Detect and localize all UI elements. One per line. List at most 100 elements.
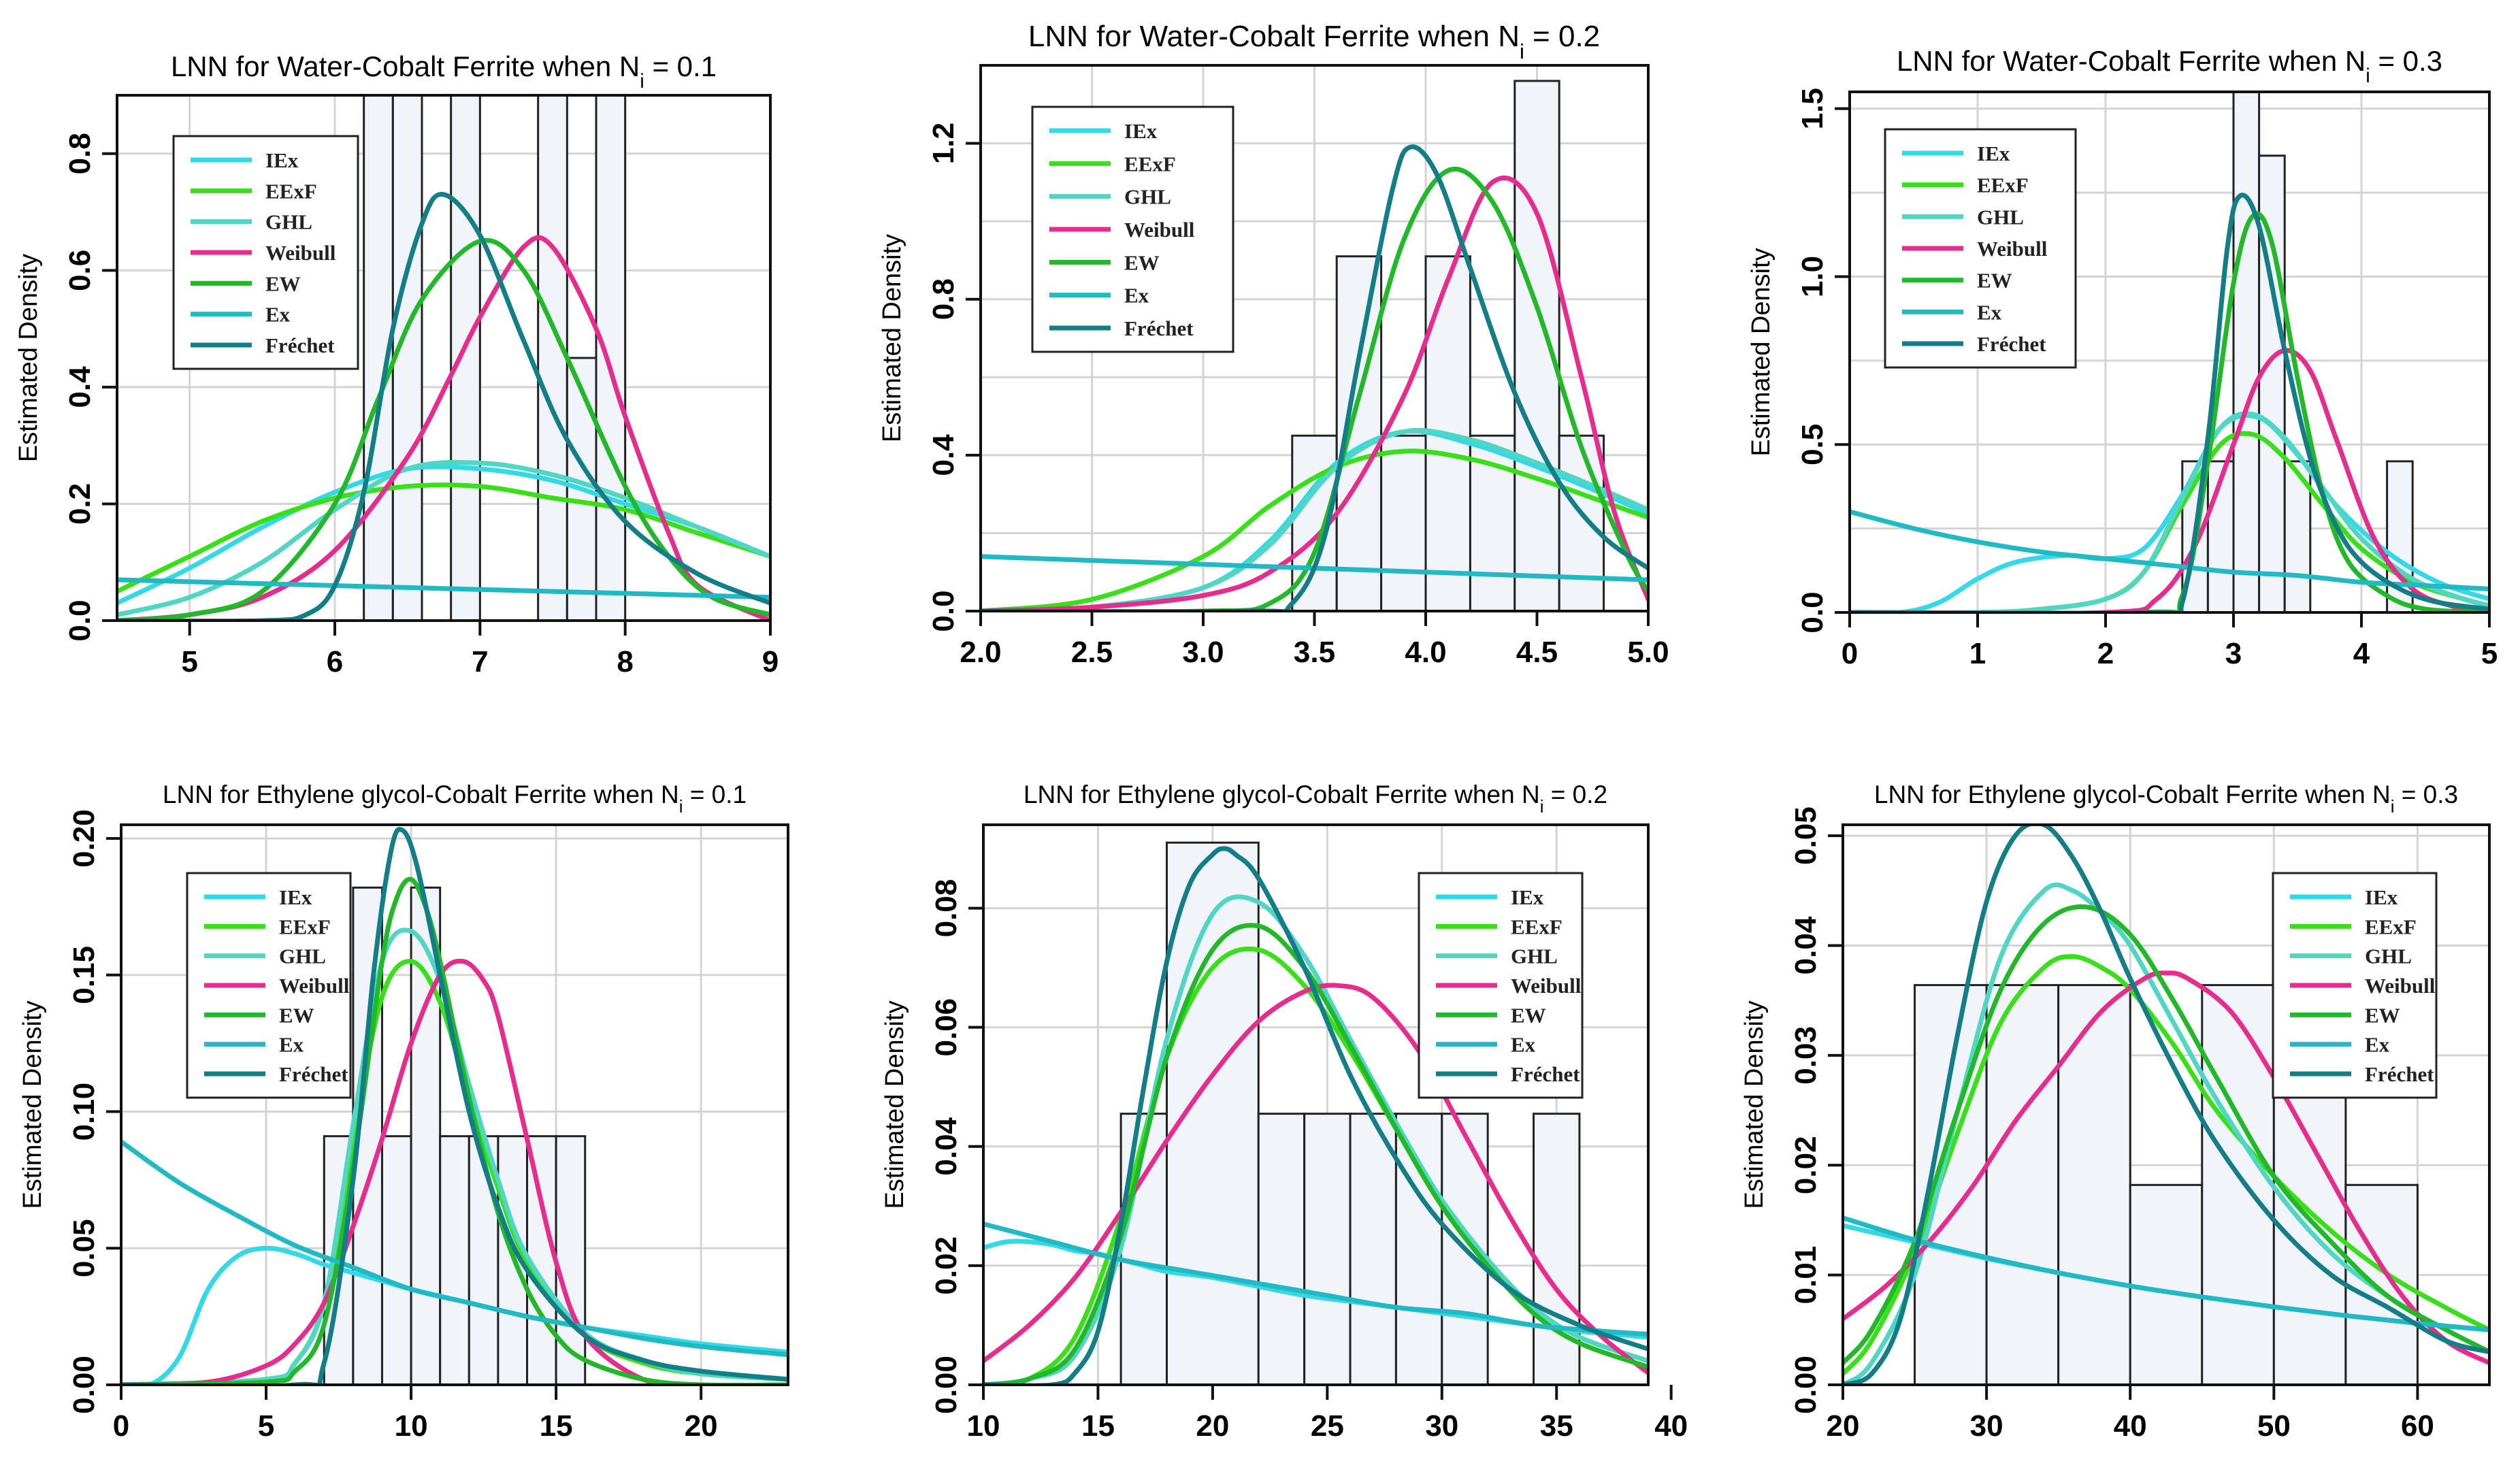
x-tick-label: 7 <box>472 645 488 678</box>
density-curves <box>1843 825 2489 1385</box>
legend-label: Weibull <box>265 241 336 265</box>
y-tick-label: 0.04 <box>1789 916 1822 974</box>
y-tick-label: 0.00 <box>930 1356 963 1414</box>
density-line-ex <box>1850 509 2489 591</box>
histogram-bar <box>2057 984 2131 1385</box>
y-tick-label: 0.0 <box>1796 591 1829 633</box>
legend-label: Ex <box>279 1033 304 1057</box>
chart-title: LNN for Water-Cobalt Ferrite when Ni = 0… <box>171 50 717 93</box>
x-tick-label: 25 <box>1311 1409 1344 1443</box>
legend-label: EExF <box>2365 915 2417 938</box>
y-tick-label: 0.02 <box>930 1236 963 1295</box>
density-curves <box>1850 193 2489 612</box>
x-tick-label: 30 <box>1425 1409 1458 1443</box>
x-tick-label: 6 <box>327 645 343 678</box>
y-tick-label: 0.08 <box>930 879 963 938</box>
density-line-ew <box>117 237 770 621</box>
chart-title: LNN for Water-Cobalt Ferrite when Ni = 0… <box>1897 45 2442 87</box>
plot-frame <box>120 823 789 1386</box>
x-tick-label: 8 <box>617 645 633 678</box>
histogram-bar <box>1380 434 1427 611</box>
legend-label: Weibull <box>1977 237 2048 261</box>
chart-title-value: = 0.3 <box>2394 781 2458 808</box>
legend-label: IEx <box>1511 885 1544 909</box>
chart-title-subscript: i <box>1520 39 1524 63</box>
legend-label: IEx <box>265 148 299 172</box>
histogram-bar <box>2129 1183 2204 1385</box>
chart-title: LNN for Ethylene glycol-Cobalt Ferrite w… <box>1874 781 2458 817</box>
legend-label: IEx <box>2365 885 2398 909</box>
y-tick-label: 0.0 <box>63 600 97 641</box>
chart-title-value: = 0.2 <box>1524 20 1600 53</box>
y-tick-label: 0.8 <box>927 278 960 320</box>
legend-label: Fréchet <box>1511 1062 1580 1086</box>
chart-title-value: = 0.2 <box>1543 781 1607 808</box>
y-axis-label: Estimated Density <box>14 254 43 462</box>
legend-label: Ex <box>2365 1033 2390 1057</box>
y-tick-label: 1.5 <box>1796 88 1829 129</box>
legend-label: EW <box>1511 1003 1546 1027</box>
legend: IEx EExF GHL Weibull EW Ex Fréchet <box>1884 128 2077 369</box>
legend: IEx EExF GHL Weibull EW Ex Fréchet <box>172 135 359 370</box>
histogram-bar <box>450 95 481 621</box>
legend-label: Ex <box>1124 284 1149 308</box>
chart-title-main: LNN for Ethylene glycol-Cobalt Ferrite w… <box>1024 781 1540 808</box>
y-tick-label: 0.4 <box>927 434 960 476</box>
histogram-bar <box>380 1135 412 1385</box>
x-tick-label: 35 <box>1540 1409 1573 1443</box>
chart-title-subscript: i <box>679 798 683 817</box>
x-tick-label: 2 <box>2097 637 2114 670</box>
x-tick-label: 9 <box>762 645 779 678</box>
x-tick-label: 0 <box>113 1409 129 1443</box>
x-tick-label: 2.5 <box>1071 636 1113 669</box>
histogram <box>1291 80 1605 611</box>
density-line-frechet <box>981 144 1648 611</box>
y-tick-label: 0.0 <box>927 590 960 632</box>
legend-label: EW <box>1977 269 2012 293</box>
chart-panel-3: 0 1 2 3 4 5 0.0 0.5 1.0 1.5 Estimated Density LNN f… <box>1747 45 2498 670</box>
x-tick-label: 3.5 <box>1294 636 1335 669</box>
legend-label: Ex <box>1511 1033 1536 1057</box>
y-tick-label: 0.04 <box>930 1117 963 1175</box>
histogram-bar <box>537 95 568 621</box>
x-tick-label: 30 <box>1970 1409 2003 1443</box>
density-line-weibull <box>1843 970 2489 1366</box>
chart-title-value: = 0.3 <box>2370 45 2442 77</box>
x-tick-label: 4.0 <box>1405 636 1446 669</box>
legend-label: EExF <box>265 179 317 203</box>
x-tick-label: 5 <box>258 1409 274 1443</box>
histogram-bar <box>1257 1113 1306 1385</box>
legend: IEx EExF GHL Weibull EW Ex Fréchet <box>1418 872 1584 1099</box>
density-line-frechet <box>121 827 788 1385</box>
histogram-bar <box>439 1135 470 1385</box>
density-line-weibull <box>983 983 1648 1375</box>
y-tick-label: 0.00 <box>67 1356 101 1414</box>
legend-label: IEx <box>279 885 312 909</box>
legend-label: GHL <box>279 945 326 968</box>
chart-title-subscript: i <box>2366 65 2370 87</box>
legend-label: Fréchet <box>279 1062 348 1086</box>
x-tick-label: 40 <box>2114 1409 2147 1443</box>
x-tick-label: 2.0 <box>960 636 1001 669</box>
x-tick-label: 0 <box>1842 637 1858 670</box>
legend-label: Weibull <box>1511 974 1582 998</box>
histogram-bar <box>2232 92 2261 612</box>
legend-label: EExF <box>279 915 331 938</box>
y-tick-label: 0.02 <box>1789 1136 1822 1194</box>
plot-frame <box>1848 91 2491 614</box>
x-tick-label: 20 <box>685 1409 718 1443</box>
plot-frame <box>116 94 772 622</box>
density-line-weibull <box>981 175 1648 611</box>
legend: IEx EExF GHL Weibull EW Ex Fréchet <box>186 872 352 1099</box>
histogram-bar <box>1394 1113 1443 1385</box>
legend-label: Fréchet <box>2365 1062 2434 1086</box>
density-line-ex <box>117 577 770 600</box>
chart-title-main: LNN for Water-Cobalt Ferrite when N <box>1028 20 1520 53</box>
histogram <box>1914 984 2419 1385</box>
histogram <box>363 95 627 621</box>
x-tick-label: 4.5 <box>1516 636 1558 669</box>
density-line-ghl <box>1850 411 2489 612</box>
density-line-weibull <box>121 958 788 1385</box>
chart-panel-5: 10 15 20 25 30 35 40 0.00 0.02 0.04 0.06 0.08 Estima… <box>881 781 1688 1443</box>
histogram-bar <box>595 95 627 621</box>
